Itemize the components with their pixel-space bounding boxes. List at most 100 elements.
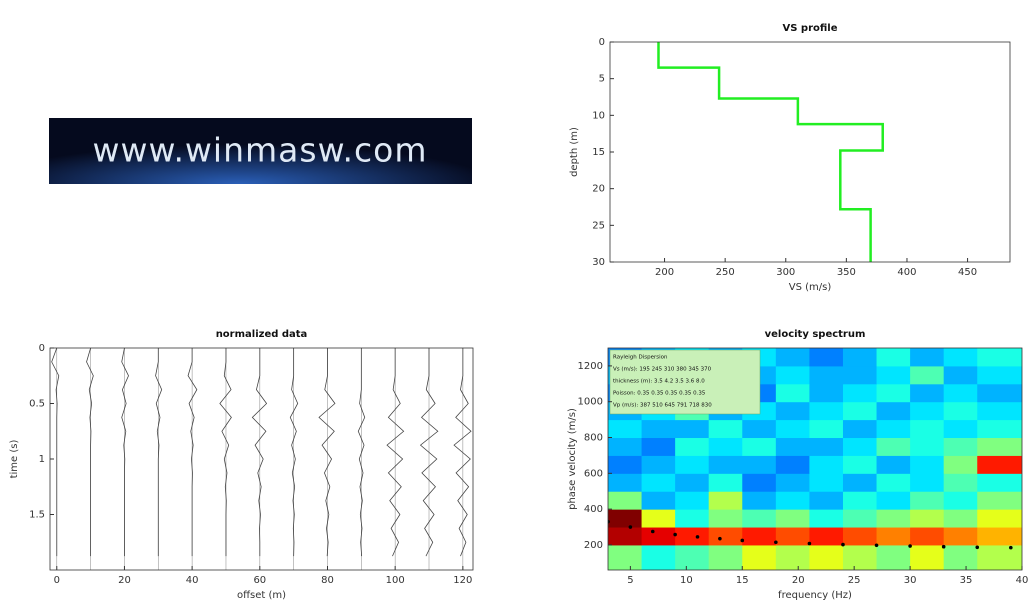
trace-wiggle xyxy=(251,348,268,557)
heat-cell xyxy=(977,473,1022,492)
y-tick-label: 1200 xyxy=(578,361,603,372)
heat-cell xyxy=(708,491,743,510)
heat-cell xyxy=(876,348,911,367)
x-tick-label: 30 xyxy=(904,575,917,586)
heat-cell xyxy=(910,383,945,403)
heat-cell xyxy=(641,419,676,439)
info-line: Rayleigh Dispersion xyxy=(613,355,668,361)
x-tick-label: 60 xyxy=(253,575,266,586)
heat-cell xyxy=(876,401,911,421)
y-tick-label: 1.5 xyxy=(29,510,45,521)
x-tick-label: 15 xyxy=(736,575,749,586)
x-tick-label: 100 xyxy=(386,575,405,586)
chart: Rayleigh Dispersion Vs (m/s): 195 245 310… xyxy=(567,329,1028,601)
info-line: thickness (m): 3.5 4.2 3.5 3.6 8.0 xyxy=(613,379,705,385)
trace-wiggle xyxy=(86,348,94,557)
heat-cell xyxy=(943,383,978,403)
heat-cell xyxy=(775,365,810,385)
heat-cell xyxy=(910,365,945,385)
heat-cell xyxy=(977,509,1022,528)
trace-wiggle xyxy=(289,348,299,557)
heat-cell xyxy=(608,509,643,528)
heat-cell xyxy=(708,419,743,439)
heat-cell xyxy=(876,383,911,403)
heat-cell xyxy=(775,383,810,403)
trace-wiggle xyxy=(453,348,472,557)
x-axis-label: VS (m/s) xyxy=(789,282,832,293)
y-tick-label: 0 xyxy=(39,343,45,354)
x-tick-label: 25 xyxy=(848,575,861,586)
heat-cell xyxy=(775,401,810,421)
heat-cell xyxy=(708,455,743,474)
dispersion-point xyxy=(718,536,722,541)
logo: www.winmasw.com xyxy=(49,118,472,184)
heat-cell xyxy=(675,509,710,528)
heat-cell xyxy=(842,473,878,492)
heat-cell xyxy=(943,401,978,421)
x-tick-label: 250 xyxy=(716,267,735,278)
heat-cell xyxy=(977,491,1022,510)
heat-cell xyxy=(708,544,743,570)
trace-wiggle xyxy=(419,348,439,557)
heat-cell xyxy=(943,473,978,492)
heat-cell xyxy=(809,348,844,367)
heat-cell xyxy=(910,437,945,456)
y-tick-label: 5 xyxy=(599,74,605,85)
x-axis-label: offset (m) xyxy=(237,590,286,601)
x-tick-label: 5 xyxy=(627,575,633,586)
heat-cell xyxy=(943,544,978,570)
heat-cell xyxy=(842,348,878,367)
y-tick-label: 10 xyxy=(592,110,605,121)
heat-cell xyxy=(742,544,777,570)
heat-cell xyxy=(876,544,911,570)
y-axis-label: phase velocity (m/s) xyxy=(567,408,578,510)
y-tick-label: 800 xyxy=(584,433,603,444)
heat-cell xyxy=(641,473,676,492)
x-tick-label: 200 xyxy=(655,267,674,278)
heat-cell xyxy=(910,419,945,439)
heat-cell xyxy=(775,527,810,546)
heat-cell xyxy=(842,365,878,385)
heat-cell xyxy=(943,419,978,439)
y-tick-label: 25 xyxy=(592,220,605,231)
heat-cell xyxy=(943,365,978,385)
dispersion-point xyxy=(695,535,700,539)
heat-cell xyxy=(977,419,1022,439)
x-tick-label: 40 xyxy=(186,575,199,586)
heat-cell xyxy=(608,455,643,474)
vs-line xyxy=(657,42,884,262)
plot-area xyxy=(50,348,473,570)
x-axis-label: frequency (Hz) xyxy=(778,590,852,601)
dispersion-point xyxy=(975,545,980,550)
trace-wiggle xyxy=(386,348,405,557)
y-tick-label: 20 xyxy=(592,184,605,195)
dispersion-point xyxy=(1009,545,1013,550)
heat-cell xyxy=(809,437,844,456)
heat-cell xyxy=(775,544,810,570)
heat-cell xyxy=(977,455,1022,474)
chart: 0 20 40 60 80 100 120 0 0.5 1 1.5 normalized data of… xyxy=(9,329,474,601)
chart-title: velocity spectrum xyxy=(765,329,866,340)
heat-cell xyxy=(641,544,676,570)
heat-cell xyxy=(742,455,777,474)
x-tick-label: 300 xyxy=(776,267,795,278)
heat-cell xyxy=(608,544,643,570)
dispersion-point xyxy=(941,544,946,549)
info-line: Vp (m/s): 387 510 645 791 718 830 xyxy=(613,403,712,409)
heat-cell xyxy=(742,473,777,492)
heat-cell xyxy=(675,419,710,439)
trace-wiggle xyxy=(121,348,129,557)
heat-cell xyxy=(876,509,911,528)
heat-cell xyxy=(876,473,911,492)
heat-cell xyxy=(708,527,743,546)
heat-cell xyxy=(641,455,676,474)
heat-cell xyxy=(809,491,844,510)
heat-cell xyxy=(910,544,945,570)
y-axis-label: time (s) xyxy=(9,440,20,479)
heat-cell xyxy=(842,509,878,528)
heat-cell xyxy=(977,348,1022,367)
heat-cell xyxy=(943,527,978,546)
heat-cell xyxy=(809,401,844,421)
heat-cell xyxy=(910,509,945,528)
x-tick-label: 0 xyxy=(54,575,60,586)
